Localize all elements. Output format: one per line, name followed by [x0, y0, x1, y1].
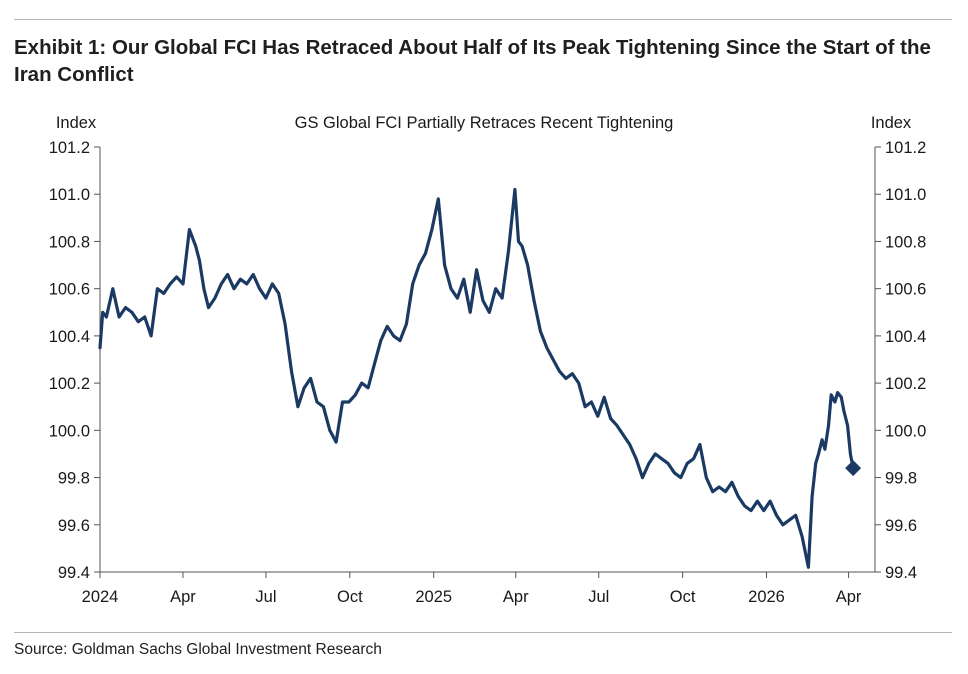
- x-tick-label: 2024: [82, 588, 119, 606]
- left-y-tick-label: 100.8: [49, 233, 90, 251]
- x-tick-label: Jul: [255, 588, 276, 606]
- exhibit-title: Exhibit 1: Our Global FCI Has Retraced A…: [14, 36, 931, 86]
- right-y-tick-label: 99.6: [885, 517, 917, 535]
- right-y-tick-label: 101.2: [885, 139, 926, 157]
- top-rule: [14, 19, 952, 20]
- right-axis-unit-label: Index: [871, 114, 912, 132]
- left-y-tick-label: 99.4: [58, 564, 90, 582]
- left-y-tick-label: 100.4: [49, 328, 90, 346]
- left-y-tick-label: 99.8: [58, 470, 90, 488]
- right-y-tick-label: 99.8: [885, 470, 917, 488]
- x-tick-label: Jul: [588, 588, 609, 606]
- right-y-tick-label: 100.8: [885, 233, 926, 251]
- latest-value-diamond-marker: [845, 460, 862, 477]
- chart-title: GS Global FCI Partially Retraces Recent …: [295, 114, 674, 132]
- source-note: Source: Goldman Sachs Global Investment …: [14, 641, 382, 658]
- left-y-tick-label: 101.2: [49, 139, 90, 157]
- left-y-tick-label: 101.0: [49, 186, 90, 204]
- x-tick-label: Oct: [670, 588, 696, 606]
- right-y-tick-label: 99.4: [885, 564, 917, 582]
- x-tick-label: 2025: [415, 588, 452, 606]
- left-y-tick-label: 99.6: [58, 517, 90, 535]
- x-tick-label: Apr: [170, 588, 196, 606]
- x-tick-label: 2026: [748, 588, 785, 606]
- x-tick-label: Oct: [337, 588, 363, 606]
- left-y-tick-label: 100.2: [49, 375, 90, 393]
- plot-area: [98, 187, 862, 569]
- right-y-tick-label: 100.0: [885, 422, 926, 440]
- fci-series-line: [98, 187, 855, 569]
- right-y-tick-label: 100.6: [885, 281, 926, 299]
- left-y-tick-label: 100.6: [49, 281, 90, 299]
- chart-axes: 101.2 101.2 101.0 101.0 100.8 100.8 100.6 100.6…: [49, 139, 927, 606]
- right-y-tick-label: 101.0: [885, 186, 926, 204]
- left-y-tick-label: 100.0: [49, 422, 90, 440]
- bottom-rule: [14, 632, 952, 633]
- left-axis-unit-label: Index: [56, 114, 97, 132]
- x-tick-label: Apr: [503, 588, 529, 606]
- right-y-tick-label: 100.4: [885, 328, 926, 346]
- x-tick-label: Apr: [836, 588, 862, 606]
- right-y-tick-label: 100.2: [885, 375, 926, 393]
